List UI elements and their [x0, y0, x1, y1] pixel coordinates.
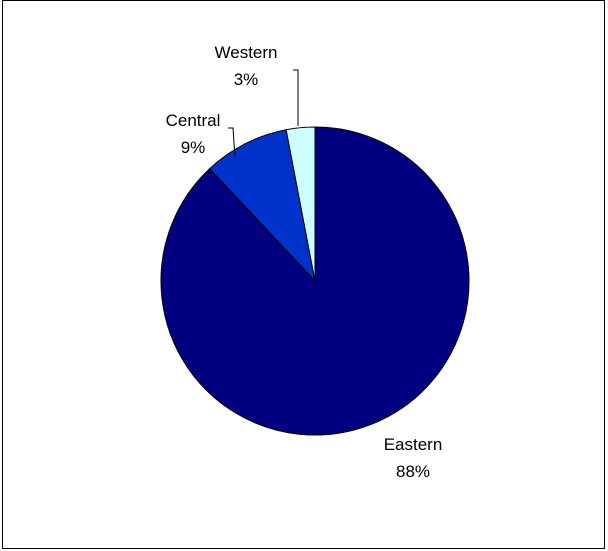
slice-labels: Western 3% Central 9% Eastern 88% — [166, 43, 443, 481]
slice-label-western-value: 3% — [234, 70, 259, 89]
slice-label-central-value: 9% — [181, 138, 206, 157]
pie-slice-central — [208, 129, 316, 283]
pie-slice-western — [285, 126, 316, 282]
slice-label-eastern-name: Eastern — [384, 435, 443, 454]
leader-lines — [228, 69, 299, 159]
leader-line-central — [228, 127, 236, 159]
pie-slices — [160, 126, 470, 436]
leader-line-western — [293, 69, 299, 126]
slice-label-eastern-value: 88% — [396, 462, 430, 481]
slice-label-central-name: Central — [166, 111, 221, 130]
slice-label-western-name: Western — [215, 43, 278, 62]
